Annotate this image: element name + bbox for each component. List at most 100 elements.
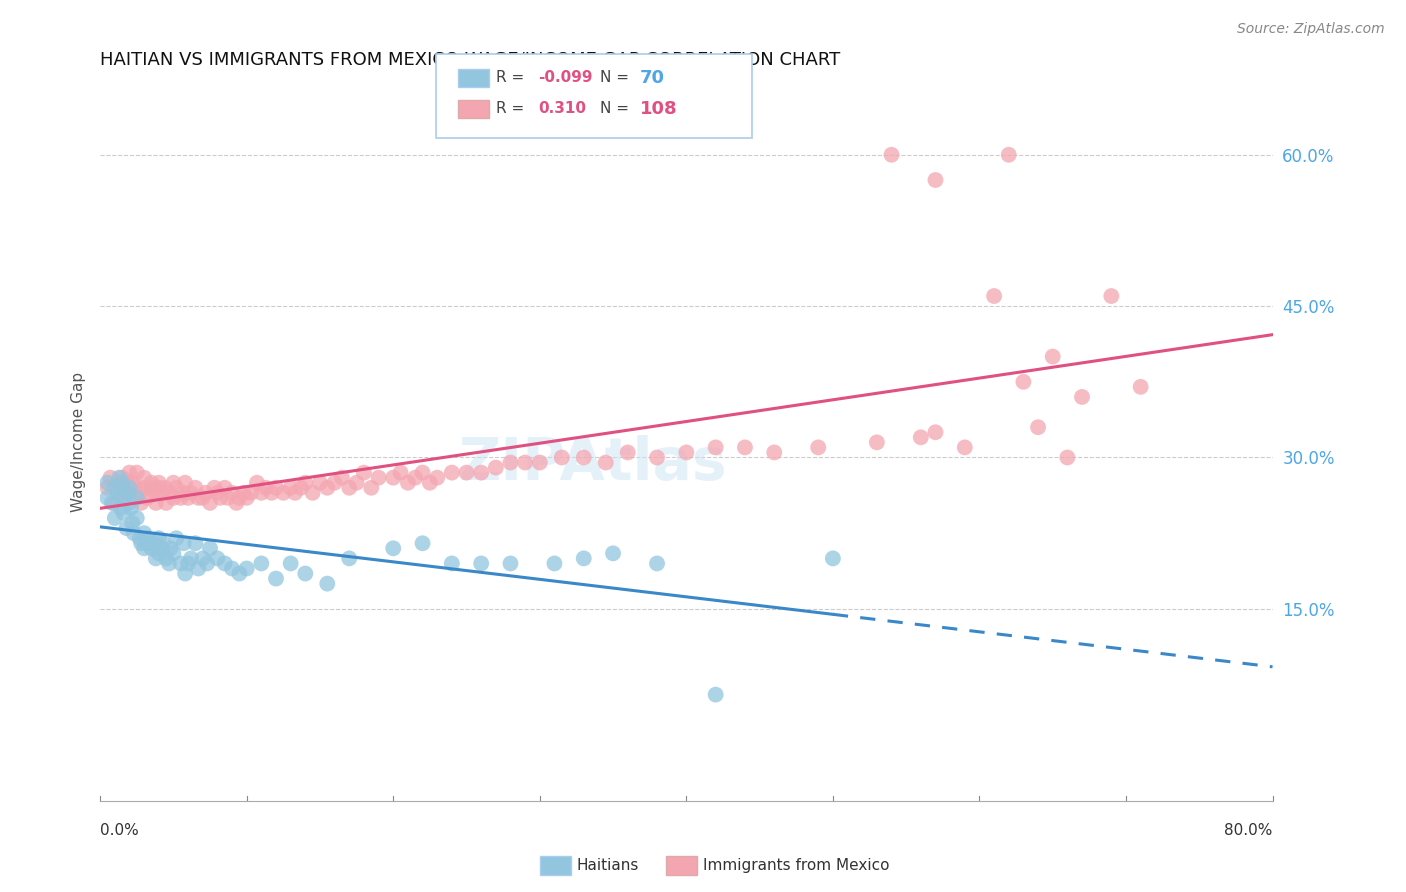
Point (104, 511, 127, 525)
Point (177, 491, 200, 505)
Point (645, 557, 668, 571)
Point (173, 485, 195, 500)
Point (191, 551, 214, 566)
Point (125, 511, 148, 525)
Point (207, 485, 229, 500)
Point (118, 485, 141, 500)
Point (572, 450, 595, 465)
Point (111, 491, 134, 505)
Point (953, 441, 976, 455)
Point (551, 450, 574, 465)
Point (162, 491, 184, 505)
Point (997, 147, 1019, 161)
Point (1026, 420, 1049, 434)
Point (125, 491, 148, 505)
Point (173, 536, 195, 550)
Point (118, 481, 141, 495)
Point (704, 441, 727, 455)
Text: Immigrants from Mexico: Immigrants from Mexico (703, 858, 890, 872)
Point (426, 471, 449, 485)
Point (1071, 390, 1094, 404)
Point (141, 481, 163, 495)
Point (235, 491, 257, 505)
Point (128, 531, 150, 545)
Point (214, 481, 236, 495)
Point (100, 471, 122, 485)
Point (194, 485, 217, 500)
Point (121, 516, 143, 530)
Text: N =: N = (600, 70, 634, 85)
Point (1056, 450, 1078, 465)
Point (104, 496, 127, 510)
Point (174, 566, 197, 581)
Point (157, 557, 180, 571)
Point (155, 551, 177, 566)
Point (198, 541, 221, 556)
Point (704, 688, 727, 702)
Point (136, 536, 159, 550)
Point (96, 475, 118, 490)
Point (124, 481, 146, 495)
Point (763, 445, 786, 459)
Point (675, 445, 697, 459)
Point (148, 481, 170, 495)
Point (145, 496, 167, 510)
Point (250, 485, 273, 500)
Point (162, 546, 184, 560)
Point (153, 481, 176, 495)
Point (112, 485, 135, 500)
Point (280, 557, 302, 571)
Point (323, 475, 346, 490)
Point (284, 485, 307, 500)
Point (148, 531, 170, 545)
Point (529, 456, 551, 470)
Point (543, 557, 565, 571)
Point (152, 536, 174, 550)
Point (118, 466, 141, 480)
Point (280, 481, 302, 495)
Text: -0.099: -0.099 (538, 70, 593, 85)
Point (412, 466, 434, 480)
Point (143, 485, 166, 500)
Point (187, 491, 209, 505)
Point (101, 496, 124, 510)
Point (143, 536, 166, 550)
Point (316, 481, 339, 495)
Point (195, 557, 218, 571)
Point (382, 541, 405, 556)
Point (485, 460, 508, 475)
Point (235, 561, 257, 575)
Point (110, 500, 132, 515)
Point (396, 475, 419, 490)
Text: R =: R = (496, 102, 530, 116)
Point (880, 147, 903, 161)
Point (104, 481, 127, 495)
Point (207, 551, 229, 566)
Point (1042, 350, 1064, 364)
Point (209, 491, 232, 505)
Point (419, 475, 441, 490)
Point (96, 481, 118, 495)
Point (214, 557, 236, 571)
Point (821, 551, 844, 566)
Point (602, 546, 624, 560)
Point (180, 485, 202, 500)
Point (1012, 375, 1035, 389)
Point (107, 475, 129, 490)
Point (382, 471, 405, 485)
Point (499, 557, 522, 571)
Point (924, 425, 946, 440)
Point (264, 481, 287, 495)
Point (228, 566, 250, 581)
Point (572, 551, 595, 566)
Point (264, 572, 287, 586)
Point (924, 173, 946, 187)
Point (456, 466, 478, 480)
Point (132, 526, 155, 541)
Point (404, 471, 426, 485)
Point (115, 521, 138, 535)
Text: 70: 70 (640, 69, 665, 87)
Point (389, 466, 412, 480)
Point (309, 475, 332, 490)
Text: Source: ZipAtlas.com: Source: ZipAtlas.com (1237, 22, 1385, 37)
